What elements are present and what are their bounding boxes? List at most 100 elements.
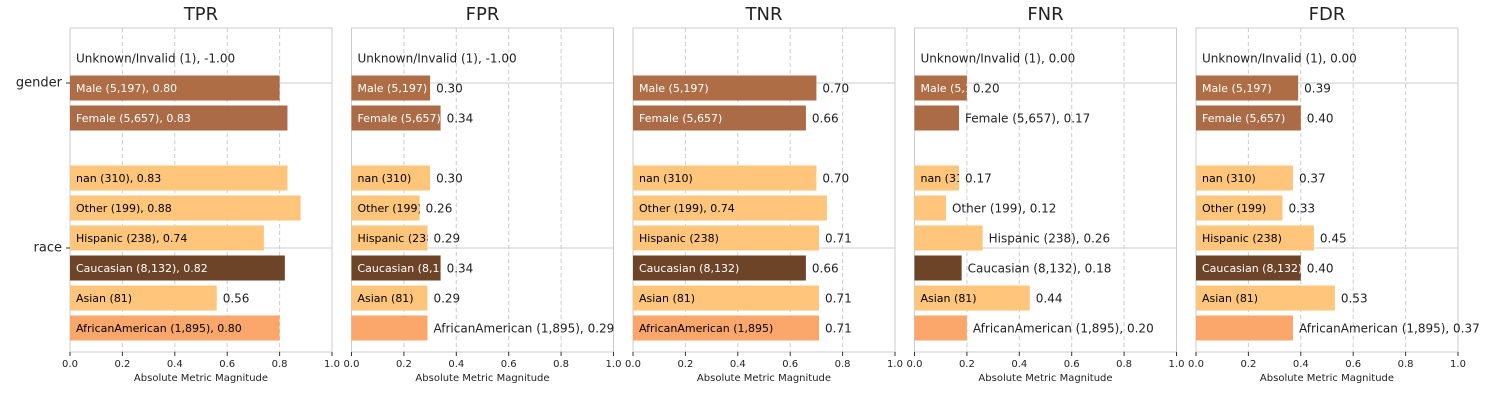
x-tick-label: 1.0 [887, 359, 903, 370]
bar-label: AfricanAmerican (1,895), 0.80 [76, 322, 242, 335]
panel-title: FPR [466, 4, 500, 25]
bar-label: Male (5,197) [1202, 82, 1272, 95]
bar-label: nan (310) [358, 172, 412, 185]
x-tick-label: 0.6 [782, 359, 798, 370]
x-axis-label: Absolute Metric Magnitude [134, 373, 268, 384]
x-tick-label: 0.4 [1011, 359, 1027, 370]
bar [633, 75, 817, 101]
x-tick-label: 0.0 [625, 359, 641, 370]
x-tick-label: 0.0 [62, 359, 78, 370]
value-label: 0.53 [1341, 292, 1368, 306]
bar [633, 165, 817, 191]
x-tick-label: 0.8 [553, 359, 569, 370]
x-tick-label: 1.0 [324, 359, 340, 370]
bar [914, 315, 967, 341]
x-tick-label: 0.4 [730, 359, 746, 370]
x-tick-label: 0.8 [272, 359, 288, 370]
bar [70, 75, 280, 101]
bar [914, 195, 946, 221]
bar-label: nan (310) [921, 172, 975, 185]
value-label: 0.30 [436, 172, 463, 186]
value-label: Hispanic (238), 0.26 [989, 232, 1111, 246]
x-tick-label: 0.4 [448, 359, 464, 370]
bar-label: Female (5,657) [1202, 112, 1285, 125]
bar-label: Male (5,197) [639, 82, 709, 95]
x-tick-label: 0.4 [1293, 359, 1309, 370]
value-label: 0.44 [1036, 292, 1063, 306]
x-tick-label: 1.0 [1450, 359, 1466, 370]
bar [633, 225, 820, 251]
bar-label: Hispanic (238) [1202, 232, 1282, 245]
x-tick-label: 0.8 [835, 359, 851, 370]
bars [914, 75, 1030, 341]
bar [1196, 225, 1314, 251]
bar [1196, 75, 1299, 101]
bar [914, 105, 960, 131]
bar [70, 255, 285, 281]
x-tick-label: 0.2 [396, 359, 412, 370]
bar-label: nan (310) [1202, 172, 1256, 185]
bar [70, 195, 301, 221]
value-label: 0.30 [436, 82, 463, 96]
bar [351, 315, 428, 341]
bar-label: Female (5,657), 0.83 [76, 112, 191, 125]
bar [633, 195, 827, 221]
value-label: 0.70 [822, 172, 849, 186]
group-label: race [34, 241, 62, 256]
value-label: 0.39 [1304, 82, 1331, 96]
value-label: Other (199), 0.12 [952, 202, 1057, 216]
x-tick-label: 1.0 [1169, 359, 1185, 370]
bar [914, 255, 962, 281]
bar [914, 225, 983, 251]
x-tick-label: 0.4 [167, 359, 183, 370]
x-axis-label: Absolute Metric Magnitude [415, 373, 549, 384]
bar [351, 255, 441, 281]
value-label: 0.33 [1288, 202, 1315, 216]
bar [351, 225, 428, 251]
x-tick-label: 1.0 [606, 359, 622, 370]
bar-label: Female (5,657) [358, 112, 441, 125]
bar [351, 75, 431, 101]
bar-label: Asian (81) [921, 292, 977, 305]
bar [351, 165, 431, 191]
bar [1196, 315, 1293, 341]
bar-label: Caucasian (8,132) [639, 262, 739, 275]
bar [914, 285, 1030, 311]
value-label: 0.71 [825, 232, 852, 246]
bar-label: Asian (81) [76, 292, 132, 305]
bar-label: Caucasian (8,132) [358, 262, 458, 275]
bar [70, 285, 217, 311]
x-tick-label: 0.0 [1188, 359, 1204, 370]
value-label: 0.40 [1307, 112, 1334, 126]
value-label: 0.66 [812, 262, 839, 276]
bars [633, 75, 827, 341]
bar-label: Male (5,197) [921, 82, 991, 95]
bar-label: AfricanAmerican (1,895) [639, 322, 773, 335]
x-tick-label: 0.6 [219, 359, 235, 370]
bar [1196, 285, 1335, 311]
value-label: Unknown/Invalid (1), -1.00 [358, 52, 517, 66]
x-tick-label: 0.6 [1064, 359, 1080, 370]
bar [1196, 165, 1293, 191]
x-tick-label: 0.8 [1398, 359, 1414, 370]
value-label: 0.34 [447, 262, 474, 276]
panel-title: TPR [183, 4, 218, 25]
bar [70, 225, 264, 251]
value-label: AfricanAmerican (1,895), 0.20 [973, 322, 1154, 336]
value-label: Unknown/Invalid (1), 0.00 [921, 52, 1076, 66]
panel-title: FNR [1027, 4, 1063, 25]
value-label: Female (5,657), 0.17 [965, 112, 1090, 126]
value-label: 0.29 [433, 292, 460, 306]
bar [1196, 195, 1283, 221]
bars [1196, 75, 1335, 341]
value-label: 0.56 [223, 292, 250, 306]
value-label: 0.34 [447, 112, 474, 126]
bars [351, 75, 441, 341]
bar-label: nan (310) [639, 172, 693, 185]
bar-label: nan (310), 0.83 [76, 172, 161, 185]
bar-label: Female (5,657) [639, 112, 722, 125]
value-label: 0.66 [812, 112, 839, 126]
bar-label: Hispanic (238), 0.74 [76, 232, 187, 245]
x-axis-label: Absolute Metric Magnitude [697, 373, 831, 384]
